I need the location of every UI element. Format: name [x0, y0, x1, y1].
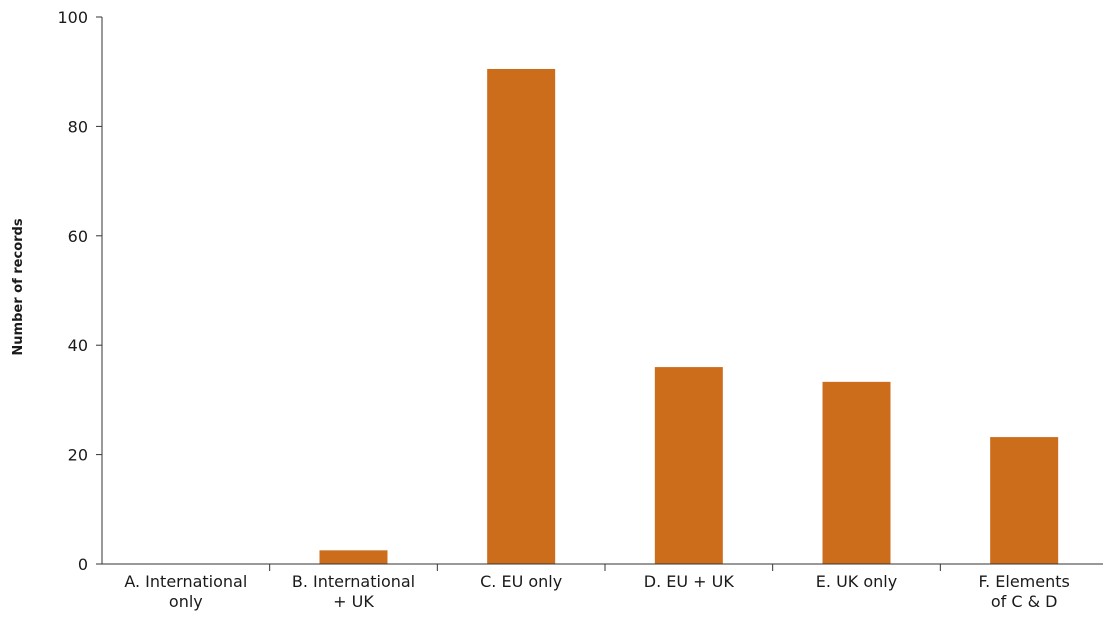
bars — [319, 68, 1059, 564]
y-tick-label: 20 — [68, 446, 88, 465]
x-axis-ticks: A. International only B. International + UK… — [124, 564, 1070, 611]
y-tick-label: 40 — [68, 336, 88, 355]
category-label: E. UK only — [816, 572, 897, 591]
y-axis-label: Number of records — [11, 218, 26, 355]
bar — [319, 550, 388, 564]
category-label: D. EU + UK — [644, 572, 735, 591]
bar — [822, 381, 891, 564]
bar — [654, 367, 723, 564]
y-axis-ticks: 0 20 40 60 80 100 — [57, 8, 102, 574]
bar — [487, 68, 556, 564]
y-tick-label: 0 — [78, 555, 88, 574]
category-label: A. International only — [124, 572, 247, 611]
y-tick-label: 100 — [57, 8, 88, 27]
bar — [990, 437, 1059, 564]
category-label: B. International + UK — [292, 572, 415, 611]
category-label: C. EU only — [480, 572, 562, 591]
axes — [101, 17, 1103, 565]
y-tick-label: 60 — [68, 227, 88, 246]
category-label: F. Elements of C & D — [978, 572, 1069, 611]
y-tick-label: 80 — [68, 117, 88, 136]
